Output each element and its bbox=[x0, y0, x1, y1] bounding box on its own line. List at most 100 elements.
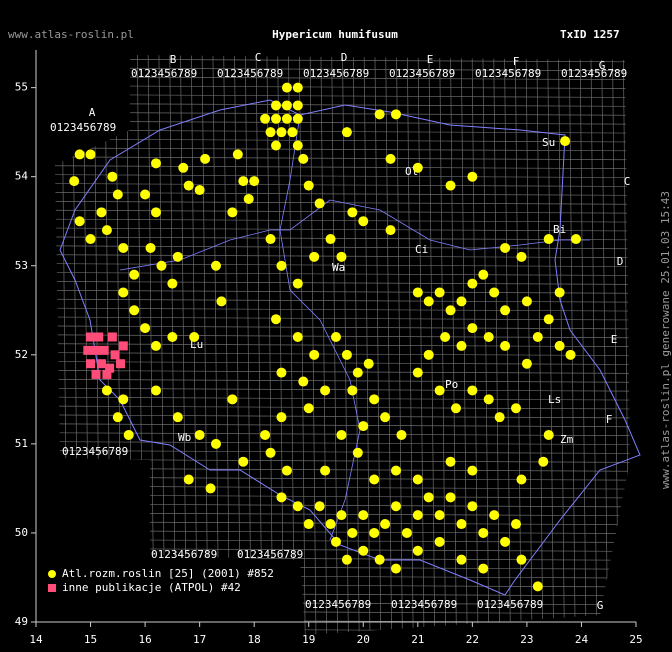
legend-square bbox=[48, 584, 56, 592]
record-dot bbox=[336, 510, 347, 521]
grid-line bbox=[622, 55, 630, 635]
record-dot bbox=[145, 242, 156, 253]
axes bbox=[31, 50, 637, 627]
record-square bbox=[116, 359, 126, 369]
grid-line bbox=[40, 637, 640, 640]
record-dot bbox=[445, 305, 456, 316]
record-dot bbox=[74, 216, 85, 227]
grid-letter: C bbox=[624, 175, 631, 188]
x-tick-label: 23 bbox=[520, 633, 533, 646]
record-dot bbox=[194, 185, 205, 196]
record-dot bbox=[543, 429, 554, 440]
record-dot bbox=[238, 176, 249, 187]
grid-line bbox=[450, 55, 457, 635]
record-dot bbox=[292, 140, 303, 151]
grid-line bbox=[55, 610, 630, 615]
record-dot bbox=[276, 260, 287, 271]
record-dot bbox=[292, 82, 303, 93]
record-dot bbox=[494, 412, 505, 423]
record-dot bbox=[238, 456, 249, 467]
record-dot bbox=[101, 385, 112, 396]
record-dot bbox=[565, 349, 576, 360]
river bbox=[279, 114, 361, 541]
grid-line bbox=[55, 138, 630, 143]
record-dot bbox=[391, 501, 401, 512]
grid-line bbox=[55, 272, 630, 276]
record-dot bbox=[358, 545, 369, 556]
record-dot bbox=[467, 385, 478, 396]
grid-digits: 0123456789 bbox=[391, 598, 457, 611]
grid-letter: D bbox=[341, 51, 348, 64]
record-dot bbox=[167, 278, 178, 289]
record-dot bbox=[216, 296, 227, 307]
grid-letter: E bbox=[611, 333, 618, 346]
grid-line bbox=[55, 370, 630, 374]
region-label: Ci bbox=[415, 243, 428, 256]
record-dot bbox=[445, 492, 456, 503]
record-dot bbox=[412, 545, 423, 556]
record-dot bbox=[183, 474, 194, 485]
record-dot bbox=[358, 216, 369, 227]
record-square bbox=[107, 332, 117, 342]
grid-line bbox=[55, 387, 630, 392]
record-dot bbox=[412, 162, 423, 173]
record-square bbox=[105, 363, 115, 373]
grid-line bbox=[55, 485, 630, 490]
record-dot bbox=[391, 563, 401, 574]
grid-letter: G bbox=[597, 599, 604, 612]
grid-line bbox=[55, 129, 630, 134]
record-dot bbox=[451, 403, 461, 414]
region-label: Su bbox=[542, 136, 555, 149]
grid-line bbox=[55, 450, 630, 454]
grid-line bbox=[55, 209, 630, 214]
grid-line bbox=[55, 405, 630, 410]
record-dot bbox=[265, 127, 276, 138]
grid-line bbox=[55, 556, 630, 561]
grid-line bbox=[55, 218, 630, 223]
grid-digits: 0123456789 bbox=[131, 67, 197, 80]
grid-line bbox=[55, 94, 630, 98]
legend-dot bbox=[48, 570, 56, 578]
record-dot bbox=[123, 429, 134, 440]
record-dot bbox=[347, 385, 358, 396]
record-dot bbox=[380, 519, 391, 530]
grid-line bbox=[460, 55, 468, 635]
record-dot bbox=[412, 510, 423, 521]
record-square bbox=[96, 359, 106, 369]
grid-line bbox=[55, 503, 630, 508]
record-dot bbox=[85, 234, 96, 245]
x-tick-label: 18 bbox=[248, 633, 261, 646]
record-dot bbox=[129, 305, 140, 316]
record-dot bbox=[434, 287, 445, 298]
record-dot bbox=[352, 367, 363, 378]
y-tick-label: 51 bbox=[15, 437, 28, 450]
record-dot bbox=[554, 287, 565, 298]
grid-line bbox=[568, 55, 576, 635]
record-dot bbox=[271, 314, 281, 325]
record-dot bbox=[456, 519, 467, 530]
grid-digits: 0123456789 bbox=[561, 67, 627, 80]
grid-line bbox=[55, 378, 630, 383]
x-tick-label: 20 bbox=[357, 633, 370, 646]
record-dot bbox=[172, 251, 183, 262]
grid-line bbox=[55, 316, 630, 321]
grid-line bbox=[55, 281, 630, 285]
grid-letter: B bbox=[170, 53, 177, 66]
grid-line bbox=[40, 40, 46, 640]
record-dot bbox=[151, 158, 161, 169]
record-dot bbox=[440, 332, 451, 342]
record-dot bbox=[385, 225, 396, 236]
record-dot bbox=[391, 109, 401, 120]
taxon-id: TxID 1257 bbox=[560, 28, 620, 41]
grid-line bbox=[55, 414, 630, 419]
record-dot bbox=[456, 340, 467, 351]
grid-letter: G bbox=[599, 59, 606, 72]
record-dot bbox=[325, 234, 336, 245]
record-dot bbox=[478, 269, 489, 280]
record-dot bbox=[112, 189, 123, 200]
record-dot bbox=[560, 136, 571, 147]
grid-line bbox=[55, 298, 630, 303]
record-dot bbox=[401, 527, 412, 538]
grid-line bbox=[55, 628, 630, 632]
record-dot bbox=[314, 198, 325, 209]
